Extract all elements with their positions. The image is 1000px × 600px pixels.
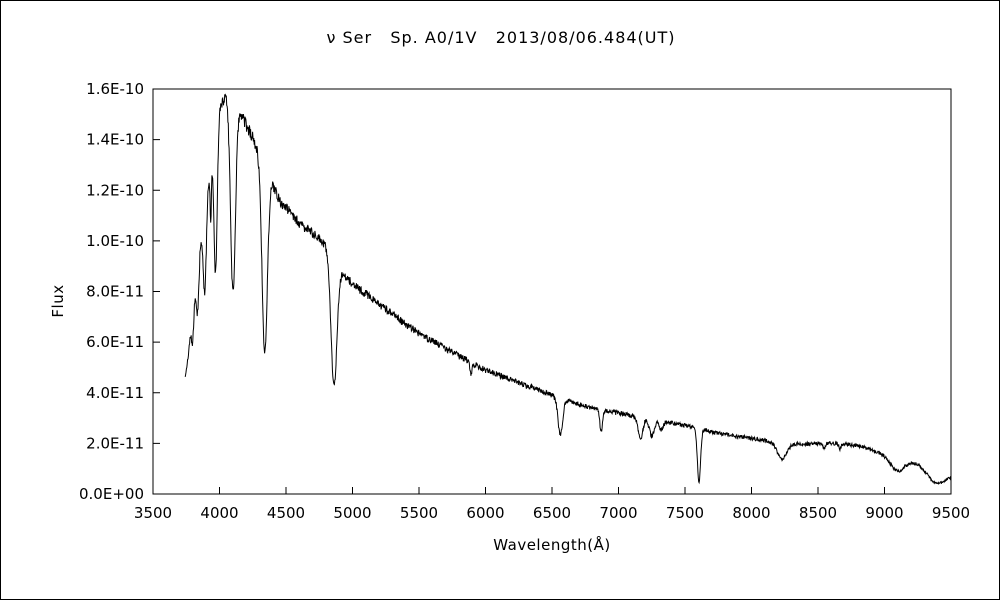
x-tick-label: 8000 [732, 504, 770, 522]
y-tick-label: 1.0E-10 [86, 232, 144, 250]
y-tick-label: 4.0E-11 [86, 384, 144, 402]
x-tick-label: 6000 [466, 504, 504, 522]
x-axis-label: Wavelength(Å) [493, 535, 610, 554]
y-tick-label: 2.0E-11 [86, 434, 144, 452]
y-tick-label: 1.6E-10 [86, 80, 144, 98]
chart-title: ν Ser Sp. A0/1V 2013/08/06.484(UT) [326, 28, 675, 47]
y-tick-label: 1.2E-10 [86, 181, 144, 199]
y-tick-label: 1.4E-10 [86, 131, 144, 149]
x-tick-label: 4500 [267, 504, 305, 522]
x-tick-label: 9500 [932, 504, 970, 522]
x-tick-label: 3500 [134, 504, 172, 522]
x-tick-label: 7000 [599, 504, 637, 522]
y-tick-label: 0.0E+00 [79, 485, 144, 503]
y-axis-ticks: 0.0E+00 2.0E-11 4.0E-11 6.0E-11 8.0E-11 1.0E-… [79, 80, 160, 503]
y-tick-label: 8.0E-11 [86, 283, 144, 301]
x-axis-ticks: 3500 4000 4500 5000 5500 6000 6500 7000 7500 8000… [134, 487, 970, 522]
x-tick-label: 6500 [533, 504, 571, 522]
y-axis-label: Flux [49, 284, 67, 317]
plot-area-border [152, 88, 952, 495]
y-tick-label: 6.0E-11 [86, 333, 144, 351]
x-tick-label: 9000 [865, 504, 903, 522]
x-tick-label: 5500 [400, 504, 438, 522]
x-tick-label: 4000 [200, 504, 238, 522]
spectrum-line [184, 93, 952, 485]
x-tick-label: 7500 [666, 504, 704, 522]
x-tick-label: 8500 [799, 504, 837, 522]
x-tick-label: 5000 [333, 504, 371, 522]
